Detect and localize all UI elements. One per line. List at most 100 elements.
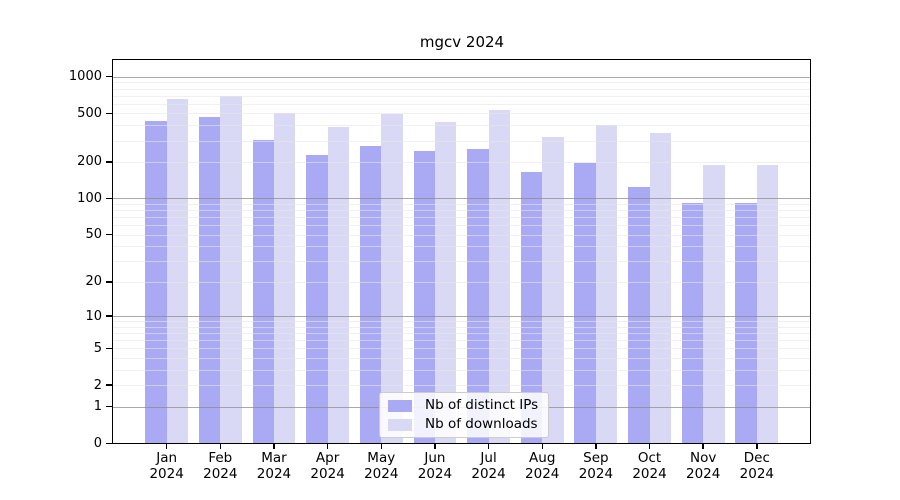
- y-tick-label: 500: [77, 105, 102, 121]
- legend: Nb of distinct IPs Nb of downloads: [379, 392, 550, 438]
- x-axis-tick: [380, 443, 382, 450]
- x-axis-tick: [487, 443, 490, 450]
- y-axis-tick: [105, 197, 113, 200]
- bar-nb-of-downloads-mar: [273, 112, 296, 444]
- legend-label-distinct-ips: Nb of distinct IPs: [425, 397, 539, 413]
- x-axis-tick: [595, 443, 597, 450]
- minor-gridline: [113, 333, 811, 335]
- x-tick-label-jul: Jul 2024: [471, 450, 506, 482]
- y-axis-tick: [105, 161, 113, 163]
- major-gridline: [113, 198, 811, 200]
- x-tick-label-jan: Jan 2024: [149, 450, 184, 482]
- x-tick-label-mar: Mar 2024: [256, 450, 292, 482]
- x-tick-label-jun: Jun 2024: [417, 450, 453, 482]
- y-axis-tick: [105, 234, 113, 236]
- x-tick-label-sep: Sep 2024: [578, 450, 614, 482]
- minor-gridline: [113, 281, 811, 283]
- bar-nb-of-distinct-ips-nov: [681, 203, 704, 444]
- bar-nb-of-distinct-ips-jul: [467, 148, 489, 444]
- minor-gridline: [113, 103, 811, 105]
- bar-nb-of-downloads-jan: [166, 98, 189, 444]
- x-axis-tick: [756, 443, 758, 450]
- minor-gridline: [113, 321, 811, 323]
- x-tick-label-feb: Feb 2024: [203, 450, 238, 482]
- y-axis-tick: [105, 347, 113, 349]
- x-axis-tick: [648, 443, 651, 450]
- legend-row: Nb of downloads: [388, 417, 538, 432]
- minor-gridline: [113, 385, 811, 387]
- x-tick-label-apr: Apr 2024: [310, 450, 345, 482]
- minor-gridline: [113, 125, 811, 127]
- x-axis-tick: [165, 443, 168, 450]
- legend-label-downloads: Nb of downloads: [425, 416, 538, 432]
- y-tick-label: 50: [85, 227, 102, 243]
- bar-nb-of-distinct-ips-dec: [735, 202, 757, 444]
- y-axis-tick: [105, 405, 113, 408]
- minor-gridline: [113, 225, 811, 227]
- y-axis-tick: [105, 112, 113, 115]
- y-axis-tick: [105, 76, 113, 78]
- bar-nb-of-downloads-dec: [756, 164, 779, 444]
- minor-gridline: [113, 210, 811, 212]
- x-tick-label-nov: Nov 2024: [686, 450, 721, 482]
- minor-gridline: [113, 357, 811, 359]
- x-axis-tick: [702, 443, 704, 450]
- y-axis-tick: [105, 384, 113, 386]
- x-tick-label-dec: Dec 2024: [739, 450, 775, 482]
- x-tick-label-aug: Aug 2024: [525, 450, 560, 482]
- minor-gridline: [113, 161, 811, 163]
- minor-gridline: [113, 217, 811, 219]
- y-axis-tick: [105, 442, 113, 445]
- minor-gridline: [113, 369, 811, 371]
- x-axis-tick: [219, 443, 221, 450]
- minor-gridline: [113, 234, 811, 236]
- x-tick-label-may: May 2024: [364, 450, 399, 482]
- chart-title: mgcv 2024: [419, 33, 505, 51]
- minor-gridline: [113, 246, 811, 248]
- bar-nb-of-downloads-apr: [327, 127, 349, 444]
- minor-gridline: [113, 348, 811, 350]
- y-axis-tick: [105, 281, 113, 283]
- x-tick-label-oct: Oct 2024: [632, 450, 667, 482]
- bar-nb-of-downloads-may: [381, 114, 403, 444]
- bar-nb-of-downloads-aug: [542, 137, 564, 444]
- minor-gridline: [113, 140, 811, 142]
- bar-nb-of-downloads-feb: [220, 95, 242, 444]
- bar-nb-of-distinct-ips-may: [359, 146, 382, 444]
- bar-nb-of-distinct-ips-apr: [306, 154, 328, 444]
- y-tick-label: 10: [85, 308, 102, 324]
- bar-nb-of-distinct-ips-mar: [252, 139, 274, 444]
- y-tick-label: 2: [93, 377, 102, 393]
- legend-swatch-distinct-ips: [388, 399, 412, 412]
- minor-gridline: [113, 82, 811, 84]
- minor-gridline: [113, 340, 811, 342]
- major-gridline: [113, 76, 811, 78]
- major-gridline: [113, 316, 811, 318]
- x-axis-tick: [273, 443, 275, 450]
- minor-gridline: [113, 95, 811, 97]
- minor-gridline: [113, 261, 811, 263]
- y-tick-label: 200: [77, 154, 102, 170]
- y-tick-label: 0: [93, 435, 102, 451]
- bar-nb-of-downloads-sep: [595, 124, 618, 444]
- y-tick-label: 100: [77, 190, 102, 206]
- minor-gridline: [113, 88, 811, 90]
- bar-nb-of-distinct-ips-aug: [520, 172, 543, 444]
- y-tick-label: 20: [85, 274, 102, 290]
- bar-nb-of-downloads-jul: [488, 110, 510, 444]
- x-axis-tick: [541, 443, 543, 450]
- legend-swatch-downloads: [388, 418, 412, 431]
- y-axis-tick: [105, 315, 113, 317]
- bar-nb-of-distinct-ips-sep: [574, 163, 596, 444]
- x-axis-tick: [326, 443, 329, 450]
- y-tick-label: 1: [93, 399, 102, 415]
- minor-gridline: [113, 113, 811, 115]
- x-axis-tick: [434, 443, 436, 450]
- minor-gridline: [113, 204, 811, 205]
- bar-nb-of-distinct-ips-feb: [198, 116, 221, 444]
- bar-nb-of-distinct-ips-oct: [628, 186, 650, 444]
- minor-gridline: [113, 326, 811, 328]
- bar-nb-of-downloads-nov: [703, 165, 725, 444]
- y-tick-label: 1000: [68, 69, 102, 85]
